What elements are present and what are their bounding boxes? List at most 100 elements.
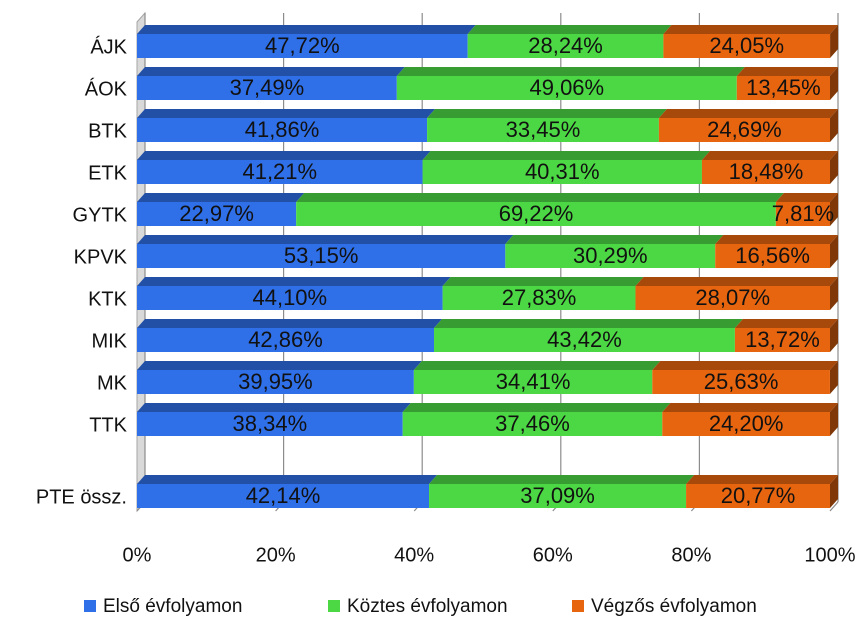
data-label-etk-vegzos-evfolyamon: 18,48% <box>729 159 804 184</box>
bar-top-mk-koztes-evfolyamon <box>413 361 661 370</box>
data-label-kpvk-elso-evfolyamon: 53,15% <box>284 243 359 268</box>
bar-btk-elso-evfolyamon <box>137 118 428 142</box>
bar-kpvk-vegzos-evfolyamon <box>715 244 830 268</box>
bar-pte-ossz-koztes-evfolyamon <box>429 484 687 508</box>
bar-mk-koztes-evfolyamon <box>413 370 653 394</box>
legend-item-elso-evfolyamon: Első évfolyamon <box>84 596 242 617</box>
data-label-btk-elso-evfolyamon: 41,86% <box>245 117 320 142</box>
bar-row-gytk <box>137 193 838 226</box>
bar-top-btk-vegzos-evfolyamon <box>658 109 838 118</box>
bar-ttk-koztes-evfolyamon <box>402 412 663 436</box>
data-label-aok-elso-evfolyamon: 37,49% <box>230 75 305 100</box>
bar-top-ktk-elso-evfolyamon <box>137 277 451 286</box>
bar-row-etk <box>137 151 838 184</box>
category-label-ajk: ÁJK <box>90 35 127 58</box>
bar-row-mk <box>137 361 838 394</box>
bar-ajk-elso-evfolyamon <box>137 34 468 58</box>
x-tick-label-3: 60% <box>533 544 573 566</box>
category-label-pte-ossz: PTE össz. <box>36 486 127 508</box>
category-label-ktk: KTK <box>88 288 128 310</box>
data-labels: 47,72% 28,24% 24,05% 37,49% 49,06% 13,45% 41,8… <box>179 33 834 508</box>
bar-top-etk-elso-evfolyamon <box>137 151 431 160</box>
data-label-aok-vegzos-evfolyamon: 13,45% <box>746 75 821 100</box>
x-tick-label-4: 80% <box>671 544 711 566</box>
bar-mik-vegzos-evfolyamon <box>734 328 830 352</box>
legend-label-elso-evfolyamon: Első évfolyamon <box>103 596 242 617</box>
bar-side-aok <box>830 67 838 100</box>
bar-top-ajk-elso-evfolyamon <box>137 25 476 34</box>
bar-row-btk <box>137 109 838 142</box>
legend: Első évfolyamon Köztes évfolyamon Végzős é… <box>84 596 757 617</box>
bar-side-etk <box>830 151 838 184</box>
bar-gytk-vegzos-evfolyamon <box>775 202 830 226</box>
data-label-etk-elso-evfolyamon: 41,21% <box>242 159 317 184</box>
bar-top-kpvk-vegzos-evfolyamon <box>715 235 838 244</box>
bar-ktk-vegzos-evfolyamon <box>635 286 830 310</box>
bar-top-ajk-vegzos-evfolyamon <box>663 25 839 34</box>
bar-top-gytk-elso-evfolyamon <box>137 193 305 202</box>
bar-etk-elso-evfolyamon <box>137 160 423 184</box>
bar-ttk-elso-evfolyamon <box>137 412 403 436</box>
bar-top-aok-vegzos-evfolyamon <box>736 67 838 76</box>
x-tick-labels: 0% 20% 40% 60% 80% 100% <box>123 544 856 566</box>
legend-swatch-koztes-evfolyamon <box>328 600 340 612</box>
x-tick-label-0: 0% <box>123 544 152 566</box>
data-label-ktk-elso-evfolyamon: 44,10% <box>252 285 327 310</box>
bar-top-etk-koztes-evfolyamon <box>422 151 710 160</box>
bar-row-aok <box>137 67 838 100</box>
data-label-gytk-vegzos-evfolyamon: 7,81% <box>772 201 834 226</box>
data-label-ttk-vegzos-evfolyamon: 24,20% <box>709 411 784 436</box>
bar-top-pte-ossz-elso-evfolyamon <box>137 475 438 484</box>
bar-side-pte-ossz <box>830 475 838 508</box>
bar-pte-ossz-vegzos-evfolyamon <box>686 484 830 508</box>
bars <box>137 25 839 508</box>
data-label-pte-ossz-vegzos-evfolyamon: 20,77% <box>721 483 796 508</box>
data-label-mk-vegzos-evfolyamon: 25,63% <box>704 369 779 394</box>
data-label-ktk-vegzos-evfolyamon: 28,07% <box>695 285 770 310</box>
bar-top-mik-elso-evfolyamon <box>137 319 443 328</box>
bar-top-pte-ossz-vegzos-evfolyamon <box>686 475 838 484</box>
category-label-btk: BTK <box>88 120 128 142</box>
bar-kpvk-elso-evfolyamon <box>137 244 506 268</box>
data-label-mk-elso-evfolyamon: 39,95% <box>238 369 313 394</box>
bar-top-kpvk-koztes-evfolyamon <box>505 235 724 244</box>
bar-mik-elso-evfolyamon <box>137 328 435 352</box>
bar-top-kpvk-elso-evfolyamon <box>137 235 514 244</box>
bar-gytk-elso-evfolyamon <box>137 202 297 226</box>
bar-ajk-koztes-evfolyamon <box>467 34 664 58</box>
category-label-aok: ÁOK <box>85 77 128 100</box>
data-label-ttk-koztes-evfolyamon: 37,46% <box>495 411 570 436</box>
bar-aok-koztes-evfolyamon <box>396 76 737 100</box>
bar-side-ktk <box>830 277 838 310</box>
bar-top-aok-elso-evfolyamon <box>137 67 405 76</box>
data-label-etk-koztes-evfolyamon: 40,31% <box>525 159 600 184</box>
bar-top-ktk-koztes-evfolyamon <box>442 277 644 286</box>
bar-side-mk <box>829 361 838 394</box>
bar-side-kpvk <box>830 235 838 268</box>
bar-mk-vegzos-evfolyamon <box>652 370 830 394</box>
data-label-pte-ossz-elso-evfolyamon: 42,14% <box>246 483 321 508</box>
category-label-mik: MIK <box>91 330 127 352</box>
bar-top-ttk-koztes-evfolyamon <box>402 403 671 412</box>
bar-side-gytk <box>830 193 838 226</box>
legend-item-vegzos-evfolyamon: Végzős évfolyamon <box>572 596 757 617</box>
data-label-ajk-vegzos-evfolyamon: 24,05% <box>709 33 784 58</box>
bar-btk-vegzos-evfolyamon <box>658 118 830 142</box>
bar-row-mik <box>137 319 838 352</box>
bar-top-pte-ossz-koztes-evfolyamon <box>429 475 695 484</box>
category-label-etk: ETK <box>88 162 128 184</box>
bar-top-mik-vegzos-evfolyamon <box>734 319 838 328</box>
bar-row-ajk <box>137 25 839 58</box>
data-label-btk-koztes-evfolyamon: 33,45% <box>506 117 581 142</box>
x-tick-label-1: 20% <box>256 544 296 566</box>
bar-top-btk-koztes-evfolyamon <box>427 109 667 118</box>
bar-top-ajk-koztes-evfolyamon <box>467 25 672 34</box>
data-label-kpvk-vegzos-evfolyamon: 16,56% <box>735 243 810 268</box>
bar-top-mk-vegzos-evfolyamon <box>652 361 838 370</box>
bar-top-ttk-elso-evfolyamon <box>137 403 411 412</box>
category-label-gytk: GYTK <box>73 204 128 226</box>
data-label-kpvk-koztes-evfolyamon: 30,29% <box>573 243 648 268</box>
bar-gytk-koztes-evfolyamon <box>296 202 776 226</box>
bar-side-btk <box>830 109 838 142</box>
